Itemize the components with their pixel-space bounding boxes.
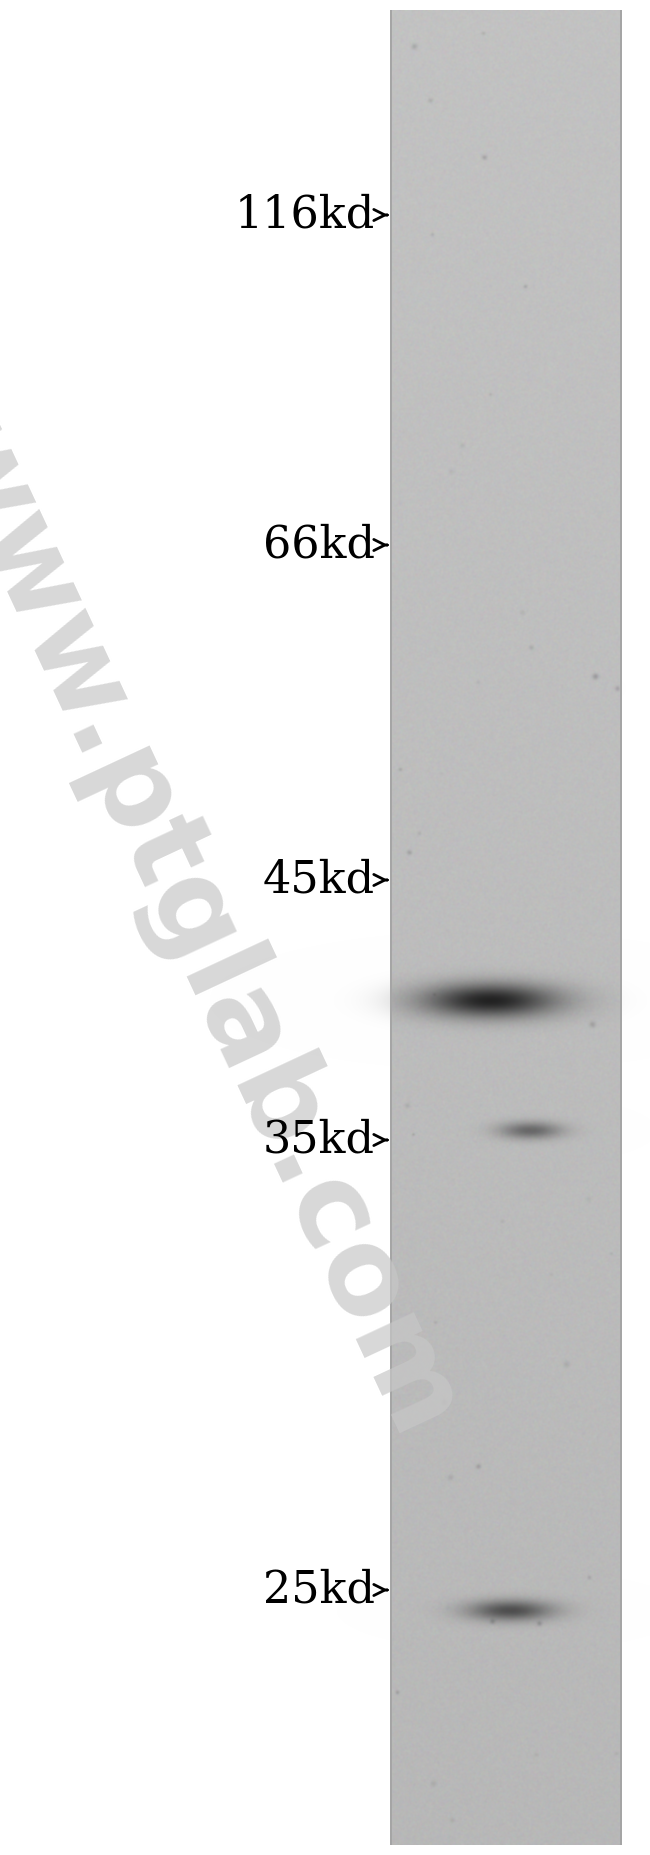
Text: www.ptglab.com: www.ptglab.com (0, 399, 482, 1456)
Text: 25kd: 25kd (263, 1569, 375, 1612)
Text: 45kd: 45kd (263, 859, 375, 902)
Text: 35kd: 35kd (263, 1119, 375, 1161)
Text: 66kd: 66kd (263, 523, 375, 566)
Text: 116kd: 116kd (235, 193, 375, 237)
